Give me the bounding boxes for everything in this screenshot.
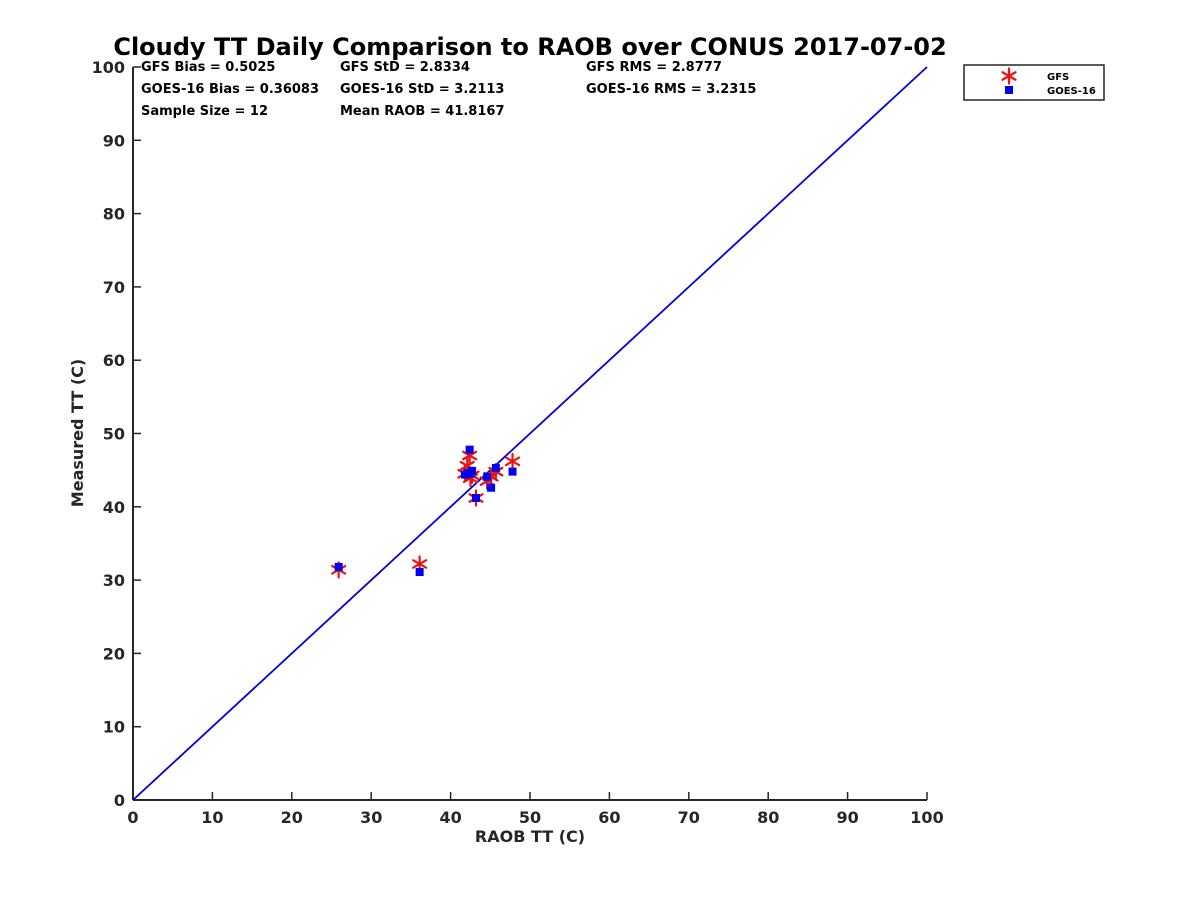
y-tick-label: 90: [103, 131, 125, 150]
legend-label-gfs: GFS: [1047, 72, 1069, 83]
reference-line: [132, 66, 928, 801]
y-tick-label: 70: [103, 278, 125, 297]
legend-marker-goes-16: [1005, 86, 1013, 94]
data-point-goes-16: [483, 472, 492, 481]
axes: 0 10 20 30 40 50 60 70 80 90 100 0 10 20 30 40 50 60 70 80 9…: [92, 58, 944, 827]
data-point-gfs: [504, 452, 521, 470]
legend: GFS GOES-16: [963, 64, 1105, 101]
y-tick-label: 0: [114, 791, 125, 810]
x-tick-label: 90: [836, 808, 858, 827]
stat-annotation: GFS Bias = 0.5025: [141, 60, 275, 75]
y-axis-label: Measured TT (C): [68, 359, 87, 507]
y-tick-label: 10: [103, 718, 125, 737]
stat-annotation: GOES-16 RMS = 3.2315: [586, 82, 756, 97]
data-point-goes-16: [465, 445, 474, 454]
y-tick-label: 30: [103, 571, 125, 590]
x-tick-label: 50: [519, 808, 541, 827]
series-goes-16: [334, 445, 517, 577]
data-point-goes-16: [415, 568, 424, 577]
x-axis-label: RAOB TT (C): [475, 827, 585, 846]
y-tick-label: 40: [103, 498, 125, 517]
stats-annotations: GFS Bias = 0.5025 GFS StD = 2.8334 GFS RMS…: [141, 60, 756, 119]
x-tick-label: 10: [201, 808, 223, 827]
legend-label-goes-16: GOES-16: [1047, 86, 1096, 97]
chart-title: Cloudy TT Daily Comparison to RAOB over …: [113, 33, 946, 61]
y-tick-label: 60: [103, 351, 125, 370]
x-tick-label: 40: [439, 808, 461, 827]
x-tick-label: 20: [281, 808, 303, 827]
y-tick-label: 100: [92, 58, 125, 77]
x-tick-label: 60: [598, 808, 620, 827]
x-tick-label: 0: [127, 808, 138, 827]
data-point-goes-16: [508, 467, 517, 476]
x-tick-label: 70: [678, 808, 700, 827]
legend-marker-gfs: [1001, 67, 1017, 85]
x-tick-label: 100: [910, 808, 943, 827]
data-point-goes-16: [487, 483, 496, 492]
stat-annotation: GFS RMS = 2.8777: [586, 60, 722, 75]
y-tick-label: 20: [103, 644, 125, 663]
legend-box: [963, 64, 1105, 101]
y-tick-label: 80: [103, 205, 125, 224]
data-point-goes-16: [491, 463, 500, 472]
stat-annotation: GOES-16 StD = 3.2113: [340, 82, 504, 97]
stat-annotation: GOES-16 Bias = 0.36083: [141, 82, 319, 97]
data-point-goes-16: [334, 562, 343, 571]
x-tick-label: 30: [360, 808, 382, 827]
x-tick-label: 80: [757, 808, 779, 827]
stat-annotation: GFS StD = 2.8334: [340, 60, 470, 75]
stat-annotation: Sample Size = 12: [141, 104, 268, 119]
data-point-goes-16: [472, 494, 481, 503]
reference-line-group: [132, 66, 928, 801]
data-point-goes-16: [468, 466, 477, 475]
y-tick-label: 50: [103, 425, 125, 444]
series-gfs: [331, 446, 521, 579]
stat-annotation: Mean RAOB = 41.8167: [340, 104, 505, 119]
data-marks: [331, 445, 521, 579]
